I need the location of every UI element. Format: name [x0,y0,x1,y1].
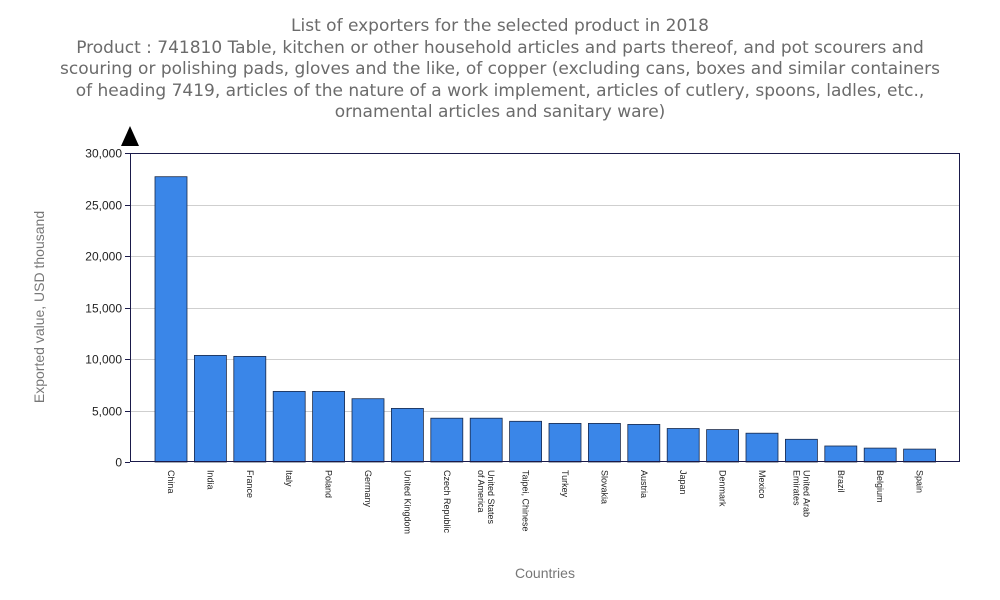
bar-belgium[interactable] [863,447,897,463]
bar-mexico[interactable] [745,432,779,463]
y-tick-label: 30,000 [85,147,122,161]
bar-czech-republic[interactable] [430,417,464,463]
bar-taipei-chinese[interactable] [509,420,543,463]
axes [121,126,960,462]
x-tick-label: China [166,470,176,494]
grid-lines [130,205,959,412]
y-tick-label: 5,000 [92,405,122,419]
x-tick-label: United Arab [801,470,811,517]
bar-united-states-of-america[interactable] [469,417,503,463]
bar-brazil[interactable] [824,445,858,463]
bar-france[interactable] [233,355,267,463]
x-tick-label: Poland [324,470,334,498]
bar-slovakia[interactable] [588,422,621,463]
chart-subtitle-line-4: ornamental articles and sanitary ware) [334,102,666,122]
x-tick-label: Japan [678,470,688,495]
y-tick-label: 10,000 [85,353,122,367]
x-tick-label: Austria [639,470,649,498]
x-tick-label: Brazil [836,470,846,493]
x-tick-label: Turkey [560,470,570,498]
x-tick-label: Spain [915,470,925,493]
bar-united-arab-emirates[interactable] [785,438,818,463]
x-tick-label: Germany [363,470,373,508]
x-tick-label: Mexico [757,470,767,499]
bar-germany[interactable] [351,398,385,463]
chart-title-block: List of exporters for the selected produ… [40,16,960,124]
x-tick-label: Italy [284,470,294,487]
bar-denmark[interactable] [706,429,739,463]
chart-subtitle-line-1: Product : 741810 Table, kitchen or other… [76,37,924,58]
x-tick-label: United Kingdom [402,470,412,534]
y-axis-title: Exported value, USD thousand [31,211,47,403]
bar-turkey[interactable] [548,422,582,463]
bar-india[interactable] [193,354,227,463]
x-tick-label: India [205,470,215,490]
y-tick-labels: 0 5,000 10,000 15,000 20,000 25,000 30,000 [85,147,130,470]
y-tick-label: 0 [115,456,122,470]
y-tick-label: 25,000 [85,199,122,213]
x-tick-label: Denmark [718,470,728,507]
x-tick-label: Slovakia [599,470,609,504]
x-axis-title: Countries [515,565,575,581]
bar-poland[interactable] [312,390,346,463]
bar-austria[interactable] [627,423,661,463]
y-tick-label: 15,000 [85,302,122,316]
x-tick-label: Emirates [791,470,801,506]
plot-area-border [130,153,960,462]
x-tick-label: of America [476,470,486,513]
chart-title: List of exporters for the selected produ… [291,16,709,36]
x-tick-label: Czech Republic [442,470,452,534]
y-axis-arrow-icon [121,126,139,146]
bar-united-kingdom[interactable] [390,407,424,463]
bar-italy[interactable] [272,390,306,463]
bar-japan[interactable] [666,428,700,463]
bar-spain[interactable] [903,448,936,463]
x-tick-label: Taipei, Chinese [521,470,531,532]
x-tick-label: Belgium [875,470,885,503]
chart-subtitle-line-2: scouring or polishing pads, gloves and t… [60,59,940,79]
x-tick-label: United States [486,470,496,525]
x-tick-labels: China India France Italy Poland Germany United… [166,470,925,534]
chart-subtitle-line-3: of heading 7419, articles of the nature … [75,80,925,101]
x-tick-label: France [245,470,255,498]
bars [154,176,936,463]
y-tick-label: 20,000 [85,250,122,264]
bar-china[interactable] [154,176,188,463]
